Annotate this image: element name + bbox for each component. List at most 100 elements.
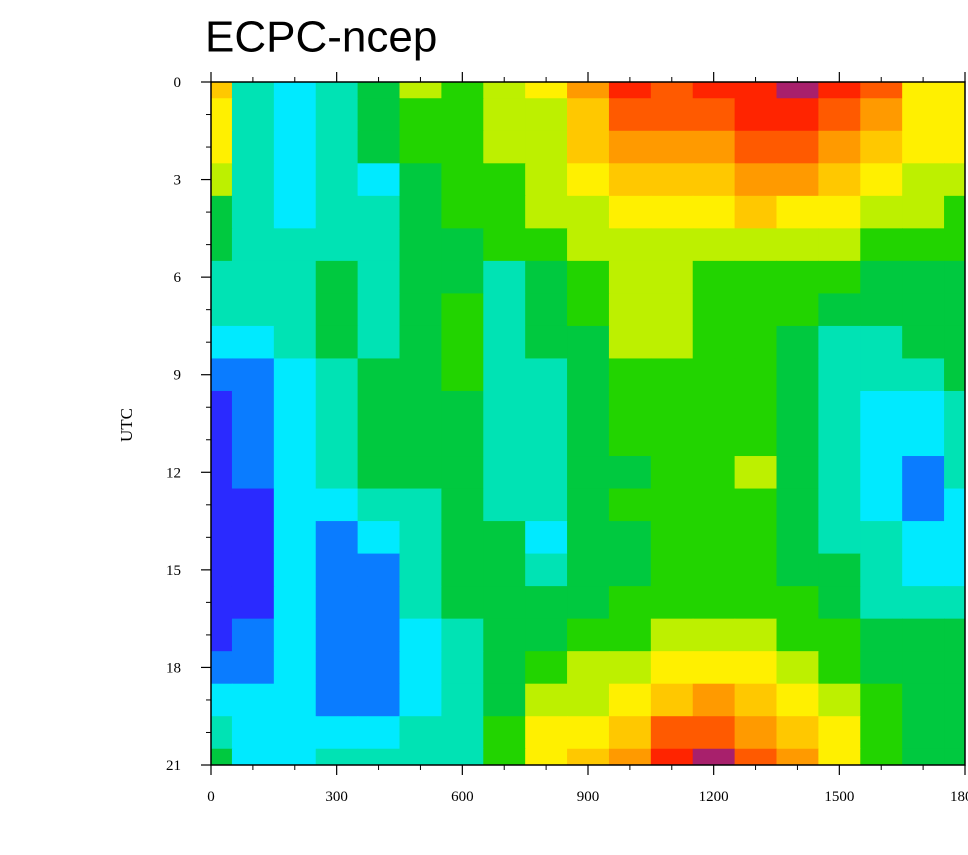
contour-cell: [441, 195, 484, 229]
contour-cell: [211, 98, 233, 132]
contour-cell: [818, 98, 861, 132]
contour-cell: [525, 82, 568, 99]
contour-cell: [567, 456, 610, 490]
contour-cell: [692, 325, 736, 360]
contour-cell: [650, 521, 694, 555]
contour-cell: [483, 82, 526, 99]
contour-cell: [692, 456, 736, 490]
contour-cell: [399, 195, 442, 229]
contour-cell: [734, 130, 778, 164]
contour-cell: [357, 163, 401, 197]
contour-cell: [818, 293, 861, 327]
contour-cell: [650, 716, 694, 750]
contour-cell: [273, 618, 317, 652]
axes: 0 300 600 900 1200 1500 1800 0 3 6 9 12 15 18 21: [166, 72, 968, 805]
x-tick-label: 1800: [950, 789, 968, 805]
contour-cell: [818, 683, 861, 717]
contour-cell: [525, 521, 568, 555]
contour-cell: [483, 195, 526, 229]
x-tick-label: 900: [577, 789, 600, 805]
contour-cell: [776, 521, 819, 555]
contour-cell: [860, 553, 903, 587]
contour-cell: [525, 130, 568, 164]
contour-cell: [211, 293, 233, 327]
contour-cell: [860, 390, 903, 425]
contour-cell: [650, 358, 694, 392]
contour-cell: [818, 553, 861, 587]
contour-cell: [315, 456, 359, 490]
contour-cell: [734, 683, 778, 717]
contour-cell: [776, 456, 819, 490]
contour-cell: [567, 521, 610, 555]
chart-title: ECPC-ncep: [205, 13, 437, 62]
contour-cell: [399, 553, 442, 587]
contour-cell: [860, 618, 903, 652]
contour-cell: [441, 358, 484, 392]
contour-cell: [567, 618, 610, 652]
contour-cell: [211, 618, 233, 652]
contour-cell: [776, 683, 819, 717]
contour-cell: [231, 586, 275, 620]
contour-cell: [211, 325, 233, 360]
contour-cell: [567, 748, 610, 765]
contour-cell: [734, 618, 778, 652]
contour-cell: [231, 163, 275, 197]
contour-cell: [357, 586, 401, 620]
contour-cell: [357, 716, 401, 750]
contour-cell: [231, 683, 275, 717]
contour-cell: [902, 586, 945, 620]
contour-cell: [650, 651, 694, 685]
contour-cell: [525, 651, 568, 685]
contour-cell: [818, 195, 861, 229]
contour-cell: [441, 228, 484, 262]
contour-cell: [211, 195, 233, 229]
contour-cell: [692, 163, 736, 197]
contour-cell: [608, 651, 652, 685]
contour-cell: [567, 358, 610, 392]
contour-cell: [902, 683, 945, 717]
contour-cell: [273, 488, 317, 522]
contour-cell: [483, 456, 526, 490]
x-tick-label: 1200: [699, 789, 729, 805]
contour-cell: [441, 716, 484, 750]
contour-cell: [441, 586, 484, 620]
contour-cell: [315, 228, 359, 262]
contour-cell: [357, 260, 401, 295]
contour-cell: [315, 98, 359, 132]
contour-cell: [944, 390, 965, 425]
contour-cell: [357, 82, 401, 99]
contour-cell: [525, 358, 568, 392]
contour-cell: [650, 423, 694, 457]
contour-cell: [902, 748, 945, 765]
contour-cell: [525, 163, 568, 197]
contour-cell: [860, 651, 903, 685]
contour-cell: [818, 390, 861, 425]
contour-cell: [692, 586, 736, 620]
contour-cell: [734, 423, 778, 457]
contour-cell: [650, 163, 694, 197]
contour-cell: [567, 423, 610, 457]
contour-cell: [902, 521, 945, 555]
contour-cell: [357, 325, 401, 360]
contour-cell: [483, 618, 526, 652]
contour-cell: [608, 98, 652, 132]
contour-cell: [734, 163, 778, 197]
contour-cell: [231, 98, 275, 132]
contour-cell: [357, 98, 401, 132]
contour-cell: [399, 260, 442, 295]
contour-cell: [608, 293, 652, 327]
contour-cell: [399, 716, 442, 750]
contour-cell: [944, 82, 965, 99]
contour-cell: [776, 260, 819, 295]
contour-cell: [525, 716, 568, 750]
contour-cell: [315, 325, 359, 360]
y-tick-label: 9: [174, 368, 182, 384]
contour-cell: [273, 293, 317, 327]
contour-cell: [441, 130, 484, 164]
contour-cell: [357, 423, 401, 457]
contour-cell: [273, 651, 317, 685]
contour-cell: [567, 293, 610, 327]
contour-cell: [650, 195, 694, 229]
contour-cell: [692, 98, 736, 132]
